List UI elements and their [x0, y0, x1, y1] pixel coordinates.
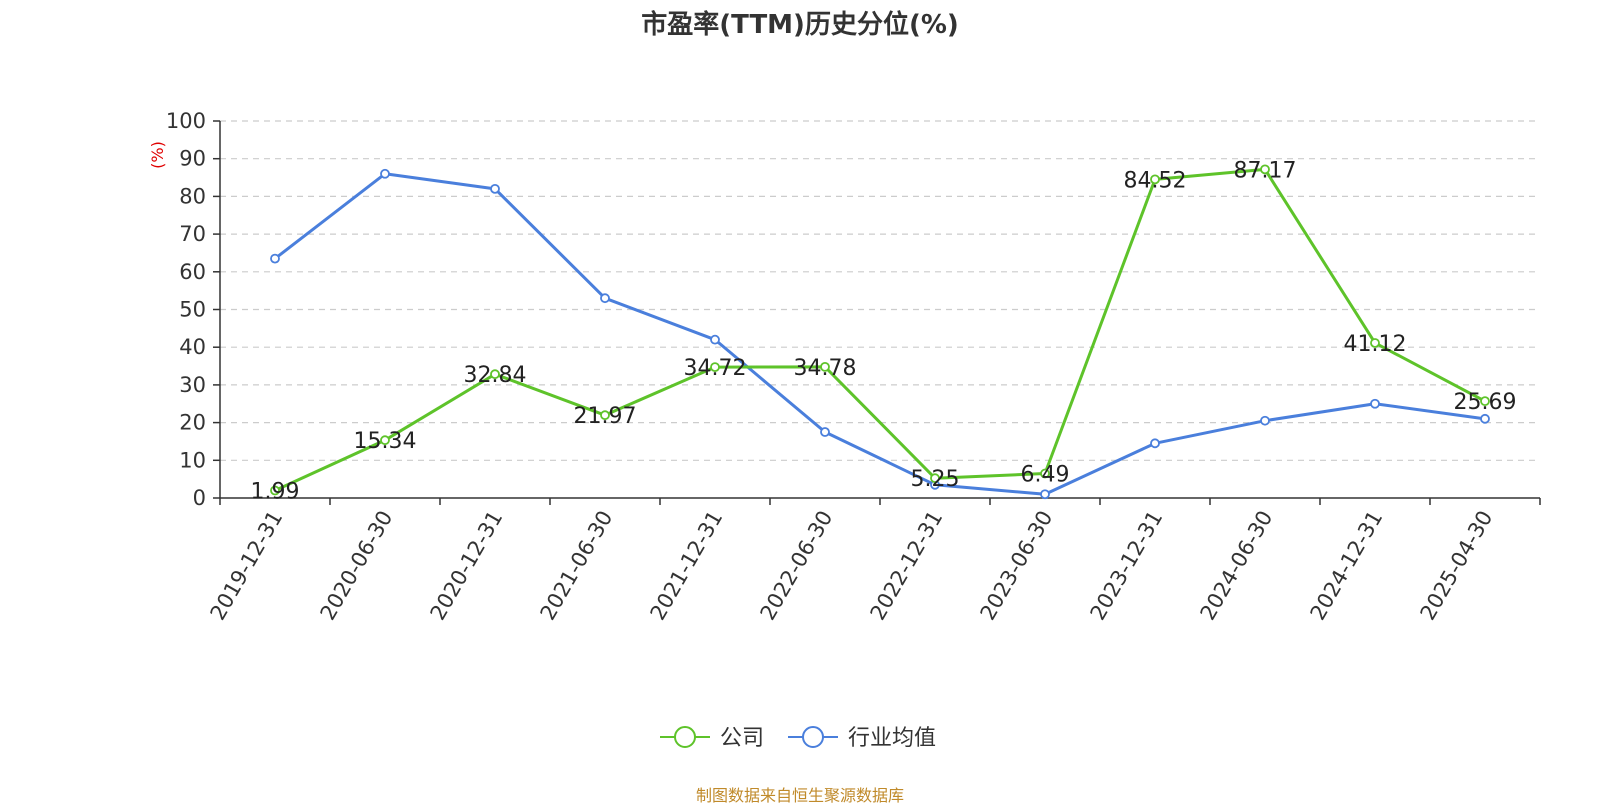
data-label: 34.78: [794, 356, 857, 381]
data-point-industry[interactable]: [380, 168, 390, 179]
data-label: 1.99: [251, 479, 300, 504]
data-label: 34.72: [684, 356, 747, 381]
legend-label-company: 公司: [720, 726, 764, 751]
series-line-industry: [274, 172, 1486, 496]
x-tick-label: 2019-12-31: [206, 507, 288, 625]
data-point-company[interactable]: [270, 485, 280, 496]
series-line-company: [274, 167, 1486, 492]
x-tick-label: 2024-12-31: [1306, 507, 1388, 625]
x-tick-label: 2020-12-31: [426, 507, 508, 625]
y-axis-unit-label: (%): [148, 141, 167, 169]
data-point-industry[interactable]: [820, 427, 830, 437]
data-point-industry[interactable]: [270, 253, 280, 264]
data-point-company[interactable]: [820, 361, 830, 372]
x-tick-label: 2023-12-31: [1086, 507, 1168, 625]
data-label: 21.97: [574, 404, 637, 429]
data-point-company[interactable]: [380, 435, 390, 446]
legend-label-industry: 行业均值: [848, 726, 936, 751]
y-tick-label: 60: [179, 260, 206, 284]
data-point-industry[interactable]: [1480, 413, 1490, 424]
y-tick-label: 30: [179, 373, 206, 397]
data-label: 32.84: [464, 363, 527, 388]
y-tick-label: 90: [179, 147, 206, 171]
legend-item-company[interactable]: 公司: [660, 726, 764, 751]
y-tick-label: 10: [179, 448, 206, 472]
data-label: 15.34: [354, 429, 417, 454]
series-group: [270, 164, 1490, 500]
data-label: 84.52: [1124, 168, 1187, 193]
data-labels: 1.99 15.34 32.84 21.97 34.72 34.78 5.25 6.49 84.…: [251, 158, 1517, 504]
data-point-industry[interactable]: [1370, 398, 1380, 409]
x-tick-label: 2023-06-30: [976, 507, 1058, 625]
data-point-industry[interactable]: [1040, 489, 1050, 500]
x-tick-label: 2024-06-30: [1196, 507, 1278, 625]
data-point-company[interactable]: [710, 362, 720, 373]
legend-marker-industry: [802, 726, 824, 748]
data-point-company[interactable]: [1480, 396, 1490, 407]
x-tick-label: 2022-06-30: [756, 507, 838, 625]
data-label: 87.17: [1234, 158, 1297, 183]
legend-marker-company: [674, 726, 696, 748]
x-tick-label: 2020-06-30: [316, 507, 398, 625]
data-point-company[interactable]: [490, 369, 500, 380]
data-point-industry[interactable]: [600, 293, 610, 304]
x-tick-label: 2025-04-30: [1416, 507, 1498, 625]
legend-item-industry[interactable]: 行业均值: [788, 726, 936, 751]
data-label: 6.49: [1021, 463, 1070, 488]
data-point-company[interactable]: [1260, 164, 1270, 175]
y-tick-label: 100: [166, 109, 206, 133]
y-tick-label: 0: [193, 486, 206, 510]
y-tick-label: 20: [179, 411, 206, 435]
data-label: 25.69: [1454, 390, 1517, 415]
x-tick-label: 2022-12-31: [866, 507, 948, 625]
legend[interactable]: 公司 行业均值: [660, 726, 936, 751]
x-tick-label: 2021-06-30: [536, 507, 618, 625]
x-tick-label: 2021-12-31: [646, 507, 728, 625]
data-label: 5.25: [911, 467, 960, 492]
data-point-industry[interactable]: [1150, 438, 1160, 449]
data-point-industry[interactable]: [1260, 415, 1270, 426]
data-point-company[interactable]: [1370, 338, 1380, 348]
data-label: 41.12: [1344, 332, 1407, 357]
x-axis-ticks: 2019-12-31 2020-06-30 2020-12-31 2021-06-30…: [206, 498, 1541, 625]
data-point-company[interactable]: [600, 410, 610, 421]
data-point-industry[interactable]: [490, 183, 500, 194]
data-point-company[interactable]: [1150, 174, 1160, 185]
chart-title: 市盈率(TTM)历史分位(%): [641, 10, 959, 40]
y-tick-label: 70: [179, 222, 206, 246]
y-axis-ticks: 0 10 20 30 40 50 60 70 80 90 100: [166, 109, 220, 510]
data-point-company[interactable]: [930, 473, 940, 484]
y-tick-label: 50: [179, 298, 206, 322]
y-tick-label: 80: [179, 184, 206, 208]
data-point-company[interactable]: [1040, 468, 1050, 479]
y-tick-label: 40: [179, 335, 206, 359]
data-point-industry[interactable]: [710, 334, 720, 345]
source-footer: 制图数据来自恒生聚源数据库: [695, 786, 904, 805]
